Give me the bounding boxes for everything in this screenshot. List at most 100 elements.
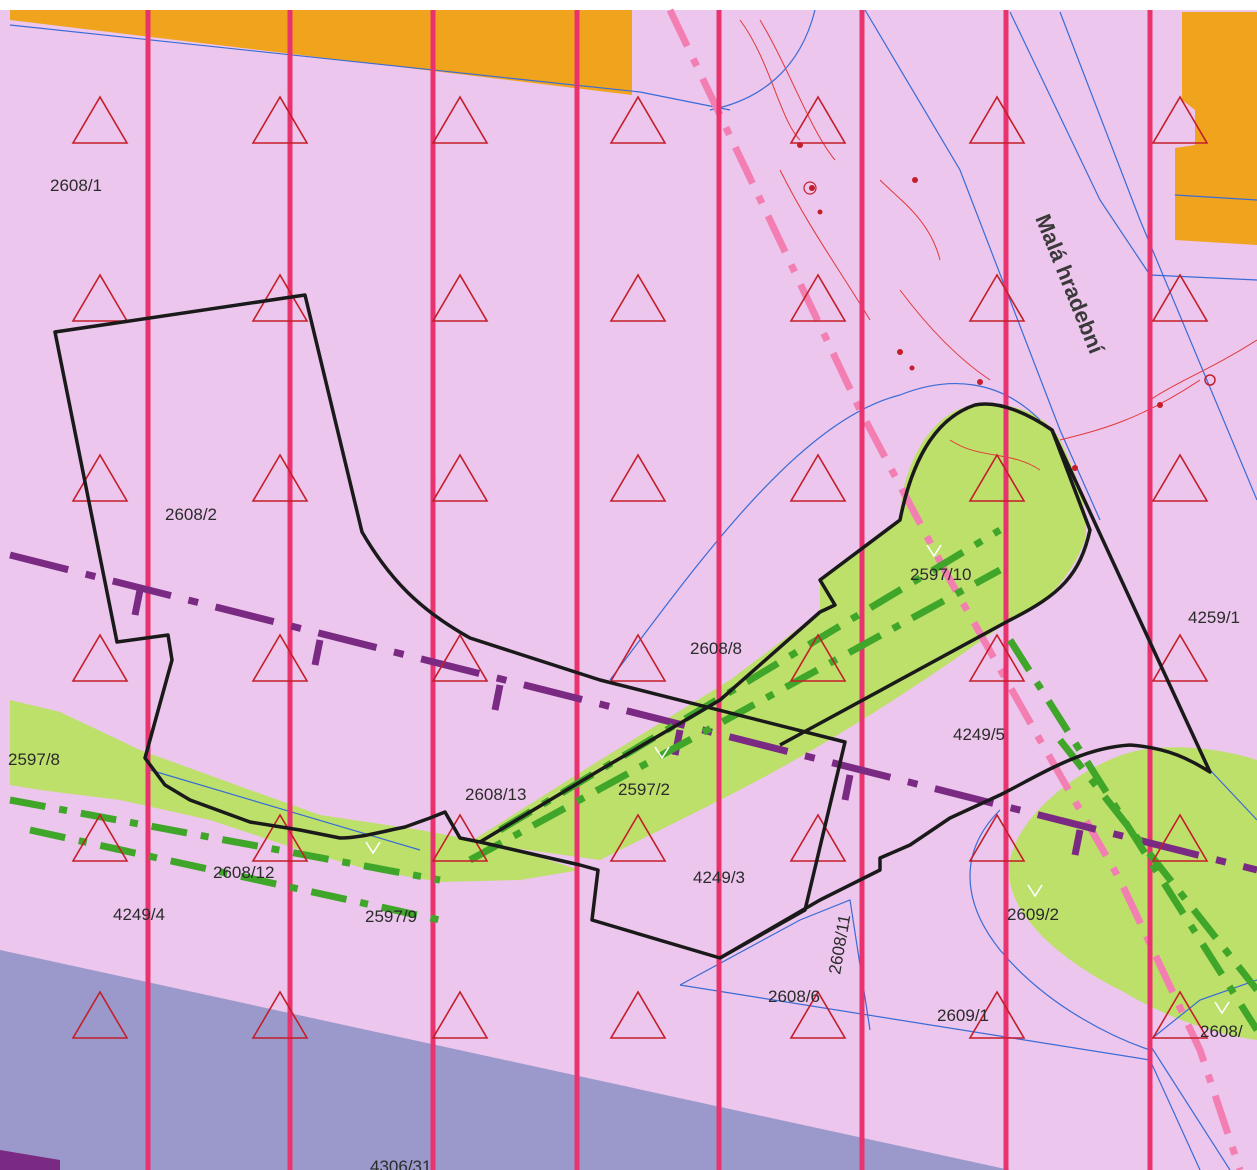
triangle-symbol — [1151, 990, 1209, 1039]
triangle-symbol — [71, 813, 129, 862]
triangle-symbol — [609, 633, 667, 682]
parcel-boundary-line — [1059, 11, 1257, 501]
survey-point — [897, 349, 903, 355]
survey-point — [912, 177, 918, 183]
triangle-symbol — [609, 95, 667, 144]
zone-orange-top-left — [10, 10, 632, 95]
triangle-symbol — [71, 453, 129, 502]
plot-boundary-west — [53, 293, 847, 960]
parcel-boundary-line — [1149, 979, 1257, 1041]
parcel-label: 4249/3 — [693, 868, 745, 887]
detail-line — [879, 179, 941, 261]
parcel-boundary-line — [899, 382, 1041, 421]
triangle-symbol — [1151, 95, 1209, 144]
parcel-boundary-line — [864, 9, 1101, 521]
parcel-label: 2597/10 — [910, 565, 971, 584]
triangle-symbol — [251, 813, 309, 862]
triangle-symbol — [71, 273, 129, 322]
triangle-symbol — [968, 453, 1026, 502]
triangle-symbol — [968, 633, 1026, 682]
triangle-symbol — [789, 453, 847, 502]
triangle-symbol — [789, 990, 847, 1039]
triangle-symbol — [251, 990, 309, 1039]
zone-blue-bottom — [0, 950, 1010, 1170]
survey-point — [1157, 402, 1163, 408]
survey-point — [977, 379, 983, 385]
triangle-symbol — [609, 273, 667, 322]
triangle-symbol — [609, 813, 667, 862]
triangle-symbol — [968, 813, 1026, 862]
green-dash-line — [1007, 638, 1257, 1032]
detail-line — [1059, 379, 1201, 441]
survey-point — [1072, 465, 1078, 471]
survey-point — [1204, 374, 1216, 386]
survey-point — [803, 181, 817, 195]
parcel-label: 2609/1 — [937, 1006, 989, 1025]
purple-tick — [311, 639, 324, 666]
parcel-boundary-line — [969, 809, 1151, 1051]
parcel-label: 2608/2 — [165, 505, 217, 524]
triangle-symbol — [431, 453, 489, 502]
detail-lines — [739, 19, 1257, 471]
parcel-boundary-line — [9, 24, 731, 111]
triangle-symbol — [789, 633, 847, 682]
parcel-labels: 2608/1 2608/2 2597/8 2608/13 2597/2 2608… — [8, 176, 1243, 1170]
parcel-boundary-line — [1149, 1044, 1231, 1170]
triangle-symbol — [251, 95, 309, 144]
detail-line — [1149, 339, 1257, 401]
parcel-boundary-line — [1009, 11, 1257, 281]
green-dash-line — [9, 796, 441, 884]
vertical-hatch-lines — [145, 10, 1153, 1170]
triangle-grid — [71, 95, 1209, 1039]
triangle-symbol — [431, 95, 489, 144]
triangle-symbol — [1151, 453, 1209, 502]
v-marker — [1027, 884, 1043, 898]
triangle-symbol — [968, 990, 1026, 1039]
v-marker — [1214, 1001, 1230, 1015]
parcel-label: 2608/6 — [768, 987, 820, 1006]
triangle-symbol — [1151, 813, 1209, 862]
plot-boundary-corridor — [479, 402, 1092, 844]
v-marker — [365, 841, 381, 855]
parcel-label: 2597/8 — [8, 750, 60, 769]
purple-tick — [491, 684, 504, 711]
parcel-label: 4306/31 — [370, 1157, 431, 1170]
parcel-label: 4249/4 — [113, 905, 165, 924]
green-dash-line — [1057, 737, 1257, 993]
zone-orange-top-right — [1175, 12, 1257, 245]
detail-line — [739, 19, 801, 141]
triangle-symbol — [431, 273, 489, 322]
parcel-label: 2608/13 — [465, 785, 526, 804]
parcel-label: 2608/8 — [690, 639, 742, 658]
triangle-symbol — [251, 633, 309, 682]
parcel-boundary-line — [1174, 194, 1257, 201]
purple-tick — [841, 774, 854, 801]
triangle-symbol — [71, 633, 129, 682]
parcel-boundary-line — [1209, 769, 1257, 821]
triangle-symbol — [71, 95, 129, 144]
plot-boundary-east — [719, 429, 1212, 960]
parcel-label: 2597/2 — [618, 780, 670, 799]
plot-boundary — [53, 293, 1212, 960]
triangle-symbol — [609, 990, 667, 1039]
v-marker — [654, 746, 670, 760]
parcel-label: 4259/1 — [1188, 608, 1240, 627]
triangle-symbol — [968, 273, 1026, 322]
triangle-symbol — [789, 273, 847, 322]
triangle-symbol — [609, 453, 667, 502]
triangle-symbol — [789, 95, 847, 144]
parcel-label: 2608/ — [1200, 1022, 1243, 1041]
parcel-boundary-line — [709, 9, 816, 111]
zone-purple-strip — [0, 1150, 60, 1170]
detail-line — [759, 19, 836, 161]
v-marker — [926, 544, 942, 558]
survey-point — [809, 185, 815, 191]
triangle-symbol — [431, 990, 489, 1039]
pink-dashdot-line — [666, 8, 1244, 1170]
triangle-symbol — [1151, 633, 1209, 682]
detail-line — [779, 169, 871, 321]
purple-tick — [1071, 829, 1084, 856]
purple-tick — [131, 589, 144, 616]
